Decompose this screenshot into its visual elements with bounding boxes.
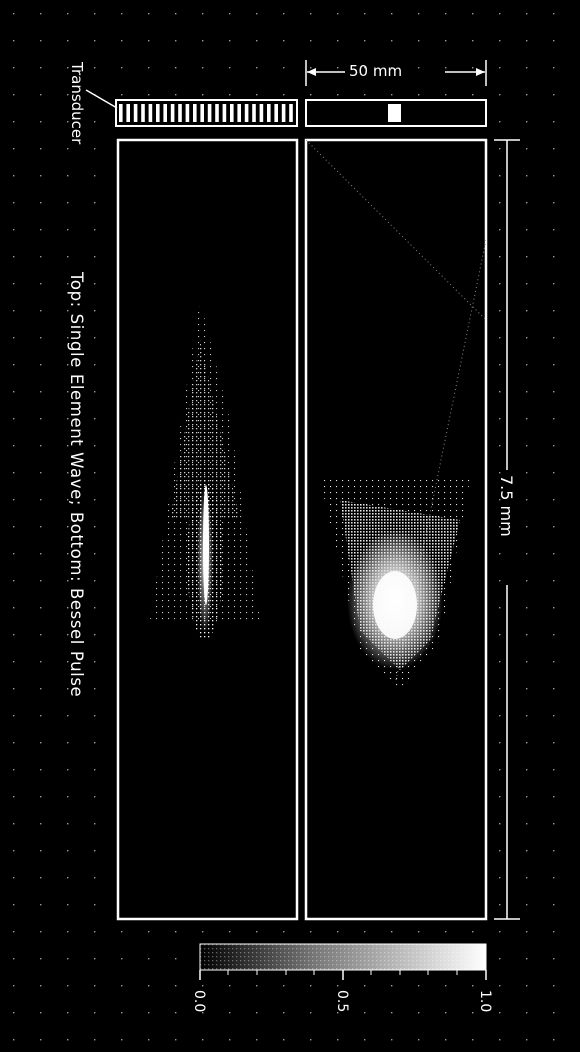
transducer-element bbox=[148, 104, 153, 122]
transducer-element bbox=[222, 104, 227, 122]
transducer-element bbox=[170, 104, 175, 122]
transducer-element bbox=[215, 104, 219, 122]
transducer-element bbox=[259, 104, 264, 122]
transducer-element bbox=[230, 104, 234, 122]
dimension-depth bbox=[494, 139, 520, 920]
transducer-pointer-line bbox=[85, 89, 118, 109]
transducer-array-bottom bbox=[305, 99, 487, 127]
colorbar-max-label: 1.0 bbox=[477, 990, 493, 1013]
transducer-element bbox=[274, 104, 278, 122]
transducer-element bbox=[244, 104, 249, 122]
transducer-element bbox=[207, 104, 212, 122]
transducer-element bbox=[163, 104, 167, 122]
transducer-element bbox=[185, 104, 190, 122]
colorbar-mid-label: 0.5 bbox=[334, 990, 350, 1013]
transducer-array-top bbox=[115, 99, 298, 127]
transducer-element bbox=[281, 104, 286, 122]
dimension-width bbox=[305, 60, 487, 86]
transducer-label: Transducer bbox=[68, 62, 86, 145]
depth-dimension-label: 7.5 mm bbox=[497, 475, 516, 537]
transducer-element bbox=[267, 104, 271, 122]
colorbar-min-label: 0.0 bbox=[191, 990, 207, 1013]
panel-bessel-pulse bbox=[304, 138, 488, 921]
transducer-element bbox=[133, 104, 138, 122]
transducer-element bbox=[178, 104, 182, 122]
figure-caption: Top: Single Element Wave; Bottom: Bessel… bbox=[67, 272, 86, 698]
transducer-bottom-element bbox=[388, 104, 401, 122]
transducer-element bbox=[119, 104, 123, 122]
colorbar bbox=[199, 943, 487, 980]
transducer-element bbox=[141, 104, 145, 122]
transducer-element bbox=[237, 104, 241, 122]
width-dimension-label: 50 mm bbox=[349, 62, 403, 80]
transducer-element bbox=[252, 104, 256, 122]
transducer-element bbox=[126, 104, 130, 122]
transducer-element bbox=[289, 104, 293, 122]
transducer-element bbox=[193, 104, 197, 122]
panel-single-element-wave bbox=[116, 138, 299, 921]
transducer-element bbox=[200, 104, 204, 122]
transducer-element bbox=[156, 104, 160, 122]
